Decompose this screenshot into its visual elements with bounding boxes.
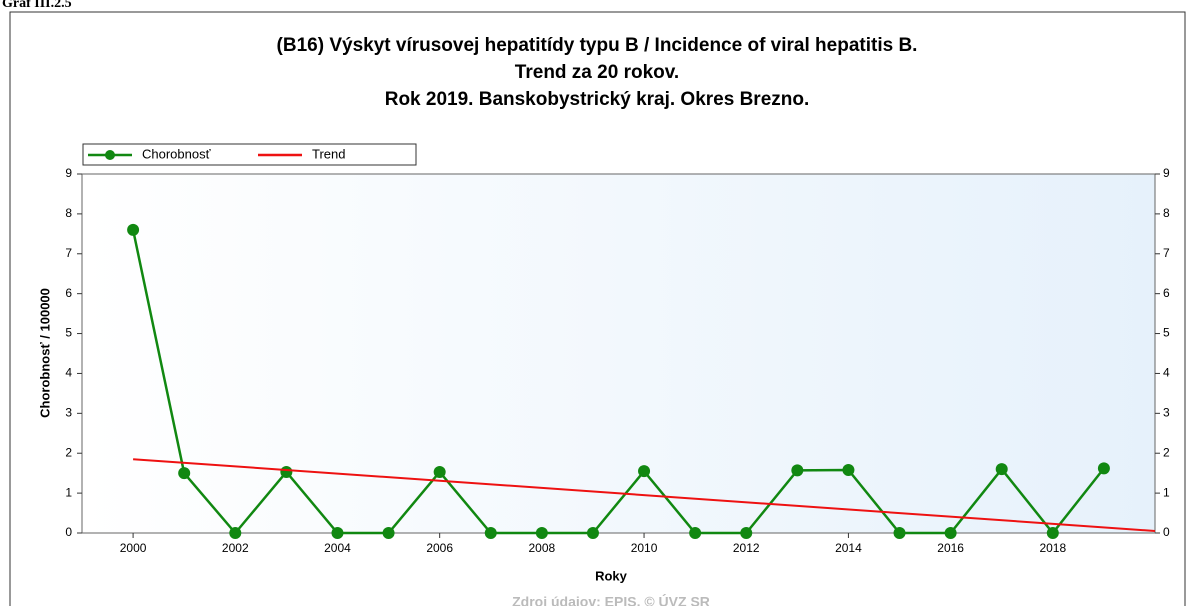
point bbox=[995, 463, 1008, 476]
x-tick-label: 2016 bbox=[937, 541, 964, 555]
legend-label: Chorobnosť bbox=[142, 146, 211, 161]
y-tick-label: 7 bbox=[65, 246, 72, 260]
point bbox=[791, 464, 804, 477]
point bbox=[586, 527, 599, 539]
y2-tick-label: 5 bbox=[1163, 326, 1170, 340]
y2-tick-label: 6 bbox=[1163, 286, 1170, 300]
x-tick-label: 2000 bbox=[120, 541, 147, 555]
series-line bbox=[133, 458, 1156, 533]
y2-tick-label: 9 bbox=[1163, 166, 1170, 180]
x-axis-label: Roky bbox=[595, 568, 628, 583]
point bbox=[638, 465, 651, 478]
legend-marker bbox=[105, 150, 115, 160]
point bbox=[1097, 462, 1110, 475]
x-tick-label: 2018 bbox=[1039, 541, 1066, 555]
chart-title: (B16) Výskyt vírusovej hepatitídy typu B… bbox=[277, 35, 918, 56]
point bbox=[1046, 527, 1059, 539]
caption: Graf III.2.5 bbox=[2, 0, 72, 11]
x-tick-label: 2014 bbox=[835, 541, 862, 555]
x-tick-label: 2006 bbox=[426, 541, 453, 555]
x-tick-label: 2008 bbox=[529, 541, 556, 555]
chart-title: Trend za 20 rokov. bbox=[515, 62, 679, 83]
plot-area bbox=[81, 173, 1156, 534]
y2-tick-label: 0 bbox=[1163, 525, 1170, 539]
point bbox=[178, 467, 191, 480]
x-tick-label: 2012 bbox=[733, 541, 760, 555]
y-tick-label: 2 bbox=[65, 445, 72, 459]
y-tick-label: 3 bbox=[65, 406, 72, 420]
y-tick-label: 0 bbox=[65, 525, 72, 539]
legend-label: Trend bbox=[312, 146, 345, 161]
point bbox=[689, 527, 702, 539]
chart-title: Rok 2019. Banskobystrický kraj. Okres Br… bbox=[385, 89, 810, 110]
y-tick-label: 9 bbox=[65, 166, 72, 180]
y2-tick-label: 4 bbox=[1163, 366, 1170, 380]
y-tick-label: 4 bbox=[65, 366, 72, 380]
y2-tick-label: 7 bbox=[1163, 246, 1170, 260]
y2-tick-label: 8 bbox=[1163, 206, 1170, 220]
x-tick-label: 2004 bbox=[324, 541, 351, 555]
point bbox=[382, 527, 395, 539]
point bbox=[127, 223, 140, 236]
point bbox=[280, 465, 293, 478]
y-axis-label: Chorobnosť / 100000 bbox=[37, 288, 52, 418]
point bbox=[944, 527, 957, 539]
y-tick-label: 1 bbox=[65, 485, 72, 499]
point bbox=[842, 463, 855, 476]
point bbox=[893, 527, 906, 539]
y-tick-label: 5 bbox=[65, 326, 72, 340]
y-tick-label: 6 bbox=[65, 286, 72, 300]
point bbox=[229, 527, 242, 539]
source: Zdroj údajov: EPIS, © ÚVZ SR bbox=[512, 593, 710, 606]
point bbox=[433, 465, 446, 478]
point bbox=[331, 527, 344, 539]
y2-tick-label: 2 bbox=[1163, 445, 1170, 459]
point bbox=[484, 527, 497, 539]
legend bbox=[82, 143, 417, 166]
y2-tick-label: 1 bbox=[1163, 485, 1170, 499]
y-tick-label: 8 bbox=[65, 206, 72, 220]
series-line bbox=[131, 229, 1105, 536]
x-tick-label: 2002 bbox=[222, 541, 249, 555]
point bbox=[535, 527, 548, 539]
y2-tick-label: 3 bbox=[1163, 406, 1170, 420]
point bbox=[740, 527, 753, 539]
x-tick-label: 2010 bbox=[631, 541, 658, 555]
